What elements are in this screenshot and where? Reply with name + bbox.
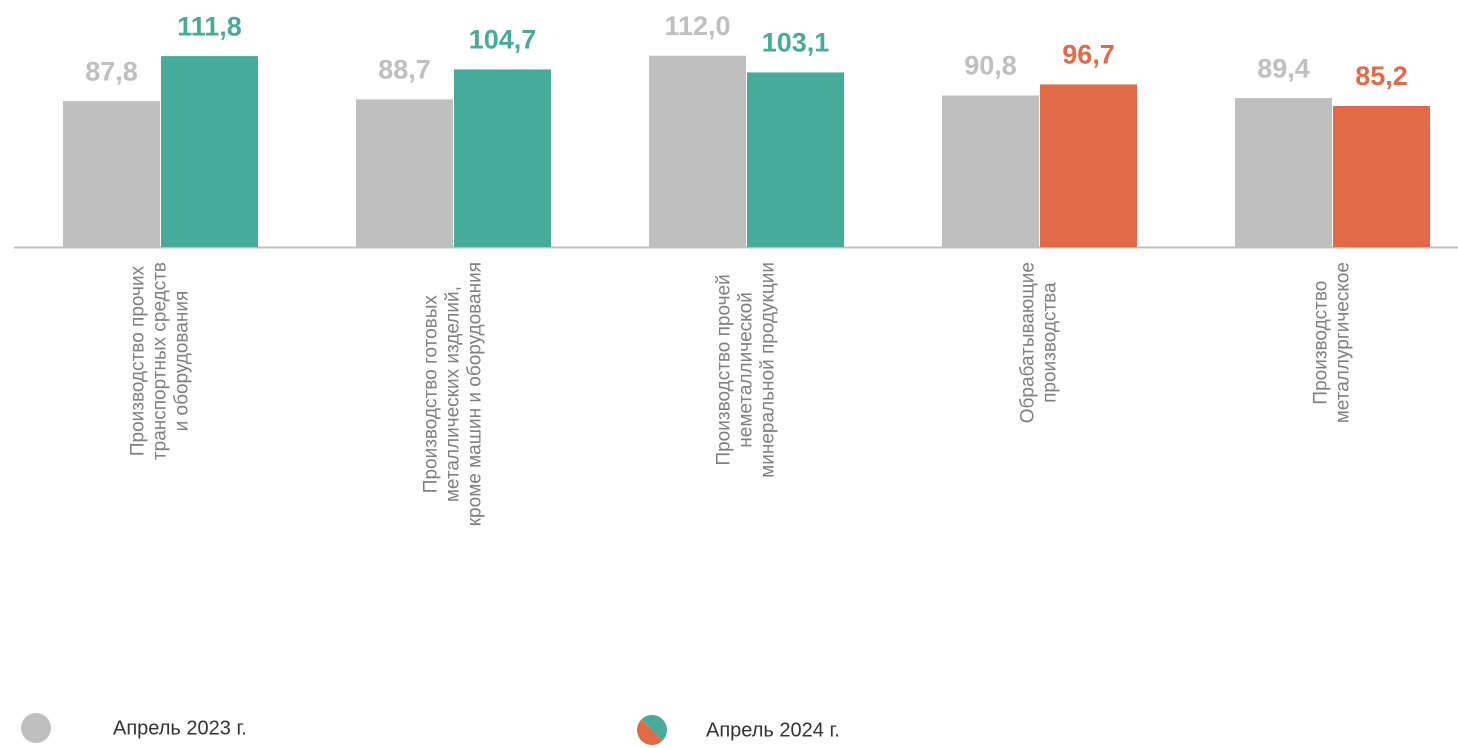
legend-icon bbox=[21, 713, 51, 743]
x-tick-label: Обрабатывающие bbox=[1018, 262, 1039, 423]
x-tick-label: производства bbox=[1040, 282, 1061, 403]
bar bbox=[63, 101, 160, 247]
value-label: 87,8 bbox=[85, 56, 138, 86]
value-label: 90,8 bbox=[964, 51, 1017, 81]
bar bbox=[356, 99, 453, 247]
x-tick-label: Производство bbox=[1311, 281, 1332, 405]
value-label: 88,7 bbox=[378, 55, 431, 85]
x-tick-label: металлургическое bbox=[1333, 262, 1354, 423]
value-label: 103,1 bbox=[762, 28, 830, 58]
legend-icon bbox=[641, 715, 667, 741]
x-tick-label: неметаллической bbox=[736, 292, 757, 448]
bar bbox=[1235, 98, 1332, 247]
bar bbox=[649, 55, 746, 247]
x-tick-label: Производство прочих bbox=[128, 265, 149, 456]
x-tick-label: кроме машин и оборудования bbox=[465, 262, 486, 526]
bar bbox=[454, 69, 551, 247]
bar bbox=[161, 56, 258, 247]
value-label: 112,0 bbox=[664, 11, 730, 41]
x-tick-label: Производство прочей bbox=[714, 274, 735, 465]
x-tick-label: и оборудования bbox=[172, 291, 193, 432]
bar bbox=[942, 95, 1039, 247]
x-tick-label: металлических изделий, bbox=[443, 286, 464, 502]
value-label: 111,8 bbox=[177, 11, 242, 41]
value-label: 89,4 bbox=[1257, 53, 1310, 83]
legend-label: Апрель 2023 г. bbox=[113, 717, 247, 739]
x-tick-label: транспортных средств bbox=[150, 262, 171, 460]
bar bbox=[1333, 106, 1430, 247]
x-tick-label: Производство готовых bbox=[421, 295, 442, 494]
value-label: 96,7 bbox=[1062, 40, 1115, 70]
value-label: 85,2 bbox=[1355, 61, 1408, 91]
legend-icon bbox=[637, 719, 663, 745]
bar bbox=[747, 72, 844, 247]
legend-label: Апрель 2024 г. bbox=[706, 719, 840, 741]
x-tick-label: минеральной продукции bbox=[758, 262, 779, 478]
bar bbox=[1040, 84, 1137, 247]
value-label: 104,7 bbox=[469, 25, 537, 55]
